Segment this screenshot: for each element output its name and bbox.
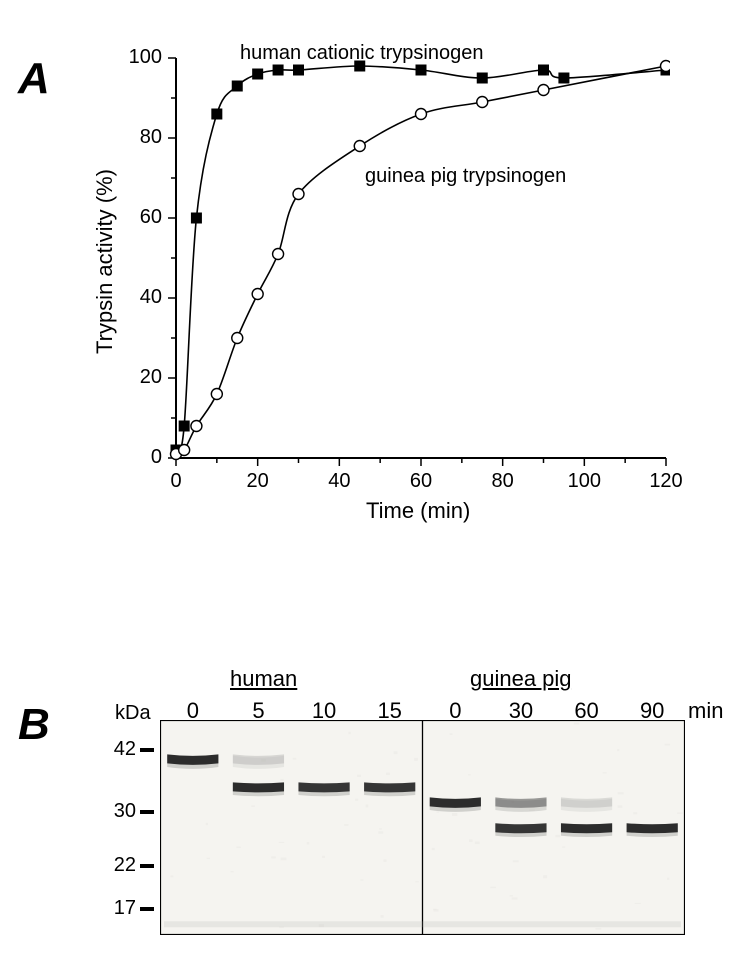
kda-marker-label: 42 [102,738,136,761]
lane-time-label: 0 [171,698,215,724]
y-axis-title: Trypsin activity (%) [92,169,118,354]
lane-time-label: 10 [302,698,346,724]
y-tick-label: 80 [118,126,162,149]
panel-a-chart [166,56,658,458]
kda-marker-label: 30 [102,800,136,823]
min-label: min [688,698,723,724]
kda-marker-dash [140,810,154,814]
y-tick-label: 20 [118,366,162,389]
kda-marker-dash [140,864,154,868]
kda-marker-dash [140,907,154,911]
y-tick-label: 60 [118,206,162,229]
lane-time-label: 5 [236,698,280,724]
x-tick-label: 40 [319,470,359,493]
x-tick-label: 20 [238,470,278,493]
x-tick-label: 120 [646,470,686,493]
panel-a-label: A [18,54,50,104]
gel-header: guinea pig [470,666,572,692]
series-label: human cationic trypsinogen [240,42,483,65]
x-tick-label: 80 [483,470,523,493]
y-tick-label: 40 [118,286,162,309]
lane-time-label: 0 [433,698,477,724]
lane-time-label: 60 [565,698,609,724]
y-tick-label: 100 [118,46,162,69]
kda-marker-label: 17 [102,897,136,920]
gel-header: human [230,666,297,692]
y-tick-label: 0 [118,446,162,469]
x-tick-label: 0 [156,470,196,493]
kda-marker-dash [140,748,154,752]
x-axis-title: Time (min) [366,498,470,524]
kda-marker-label: 22 [102,854,136,877]
lane-time-label: 15 [368,698,412,724]
x-tick-label: 100 [564,470,604,493]
lane-time-label: 90 [630,698,674,724]
lane-time-label: 30 [499,698,543,724]
panel-b-label: B [18,700,50,750]
kda-title: kDa [115,702,151,725]
x-tick-label: 60 [401,470,441,493]
gel-image [160,720,685,935]
series-label: guinea pig trypsinogen [365,165,566,188]
